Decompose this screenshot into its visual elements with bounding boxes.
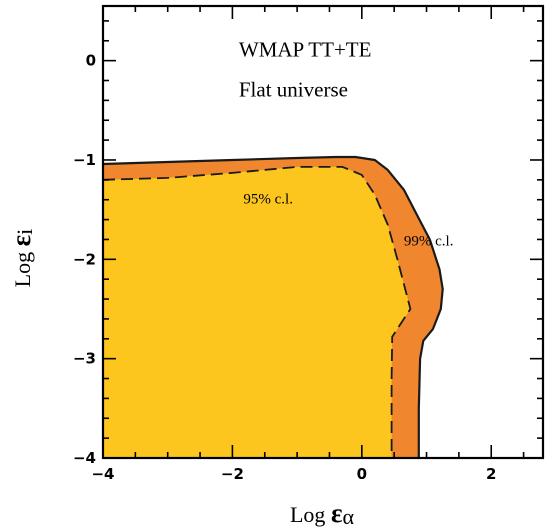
x-axis-label: Log εα — [290, 498, 355, 529]
annotation-model: Flat universe — [239, 77, 348, 101]
x-axis-label-prefix: Log — [290, 502, 331, 527]
annotation-dataset: WMAP TT+TE — [239, 38, 372, 62]
y-axis-label: Log εi — [6, 229, 37, 288]
y-axis-label-symbol: ε — [6, 235, 36, 247]
confidence-regions — [102, 155, 444, 458]
annotation-95cl: 95% c.l. — [243, 192, 293, 208]
plot-frame — [101, 4, 545, 460]
x-tick-label: 0 — [357, 465, 367, 483]
annotation-99cl: 99% c.l. — [404, 233, 454, 249]
region-95cl — [103, 166, 411, 458]
x-tick-label: 2 — [486, 465, 496, 483]
x-axis-label-symbol: ε — [331, 498, 343, 528]
x-tick-label: −4 — [91, 465, 114, 483]
y-tick-label: −3 — [73, 350, 96, 368]
contour-line-95cl — [102, 165, 412, 458]
y-axis-label-subscript: i — [12, 229, 37, 235]
y-tick-label: −2 — [73, 250, 96, 268]
y-tick-label: −1 — [73, 151, 96, 169]
x-axis-label-subscript: α — [342, 504, 354, 529]
axis-ticks — [102, 6, 543, 459]
y-tick-label: −4 — [73, 449, 96, 467]
tick-labels: −4 −2 0 2 −4 −3 −2 −1 0 — [73, 52, 496, 483]
y-tick-label: 0 — [86, 52, 96, 70]
x-tick-label: −2 — [221, 465, 244, 483]
y-axis-label-prefix: Log — [10, 246, 35, 287]
contour-line-99cl — [102, 155, 444, 458]
